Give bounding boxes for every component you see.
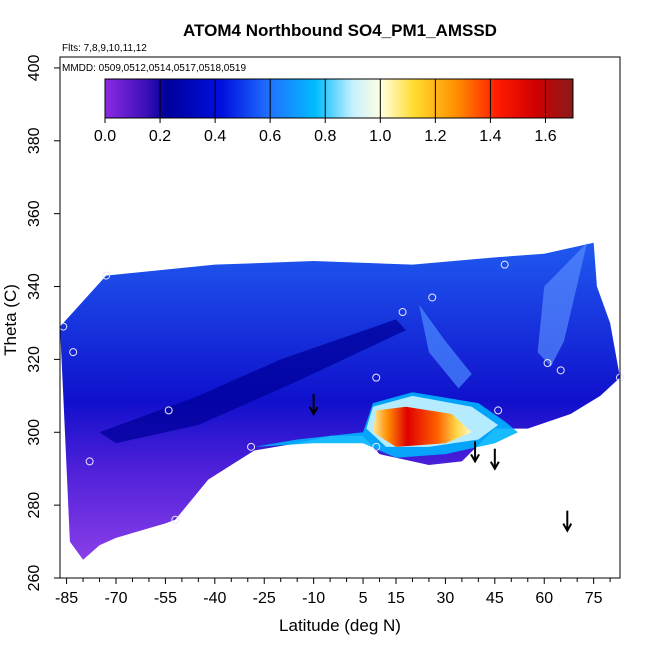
flight-arrow	[562, 510, 573, 533]
x-tick-label: 75	[585, 590, 603, 607]
y-tick-label: 280	[26, 492, 43, 519]
flight-arrow	[308, 394, 319, 417]
x-tick-label: 30	[437, 590, 455, 607]
observation-point	[428, 293, 437, 302]
colorbar-tick-label: 1.0	[369, 128, 391, 145]
y-axis-label: Theta (C)	[1, 284, 20, 356]
observation-point	[102, 271, 111, 280]
x-tick-label: -70	[104, 590, 127, 607]
observation-point	[494, 406, 503, 415]
observation-point	[500, 260, 509, 269]
x-tick-label: -10	[302, 590, 325, 607]
x-axis-label: Latitude (deg N)	[279, 616, 401, 635]
observation-point	[247, 442, 256, 451]
field-region	[60, 242, 620, 560]
observation-point	[171, 515, 180, 524]
x-tick-label: 45	[486, 590, 504, 607]
y-tick-label: 340	[26, 273, 43, 300]
x-tick-label: -85	[55, 590, 78, 607]
colorbar-tick-label: 0.0	[94, 128, 116, 145]
observation-point	[69, 348, 78, 357]
x-tick-label: -55	[154, 590, 177, 607]
y-tick-label: 380	[26, 127, 43, 154]
plot-frame	[59, 56, 621, 579]
x-tick-label: 5	[359, 590, 368, 607]
y-tick-label: 300	[26, 419, 43, 446]
observation-point	[372, 373, 381, 382]
observation-point	[372, 442, 381, 451]
feature-tropical-core	[372, 406, 472, 447]
chart-title: ATOM4 Northbound SO4_PM1_AMSSD	[183, 21, 497, 40]
flights-note: Flts: 7,8,9,10,11,12	[62, 43, 147, 54]
colorbar-tick-label: 0.6	[259, 128, 281, 145]
colorbar-tick-label: 0.8	[314, 128, 336, 145]
observation-point	[543, 359, 552, 368]
colorbar-ticks: 0.0 0.2 0.4 0.6 0.8 1.0 1.2 1.4 1.6	[94, 79, 557, 145]
colorbar-tick-label: 1.6	[534, 128, 556, 145]
colorbar-tick-label: 0.4	[204, 128, 226, 145]
x-tick-label: 60	[535, 590, 553, 607]
flight-arrows	[308, 394, 573, 533]
colorbar-tick-label: 0.2	[149, 128, 171, 145]
y-tick-label: 320	[26, 346, 43, 373]
x-tick-label: -25	[253, 590, 276, 607]
observation-point	[85, 457, 94, 466]
x-tick-label: 15	[387, 590, 405, 607]
x-axis: -85 -70 -55 -40 -25 -10 5 15 30 45 60 75	[55, 578, 611, 607]
observation-point	[164, 406, 173, 415]
observation-point	[398, 308, 407, 317]
colorbar-tick-label: 1.2	[424, 128, 446, 145]
y-tick-label: 400	[26, 54, 43, 81]
x-tick-label: -40	[203, 590, 226, 607]
observation-point	[556, 366, 565, 375]
flight-arrow	[489, 448, 500, 471]
colorbar-tick-label: 1.4	[479, 128, 501, 145]
y-tick-label: 360	[26, 200, 43, 227]
y-axis: 260 280 300 320 340 360 380 400	[26, 54, 60, 591]
y-tick-label: 260	[26, 565, 43, 592]
colorbar	[104, 78, 574, 119]
contour-field	[60, 242, 620, 560]
feature-light-wedge-1	[419, 304, 472, 389]
feature-minimum-band	[99, 319, 406, 444]
feature-light-wedge-2	[537, 242, 588, 367]
flight-arrow	[470, 441, 480, 464]
dates-note: MMDD: 0509,0512,0514,0517,0518,0519	[62, 63, 246, 74]
